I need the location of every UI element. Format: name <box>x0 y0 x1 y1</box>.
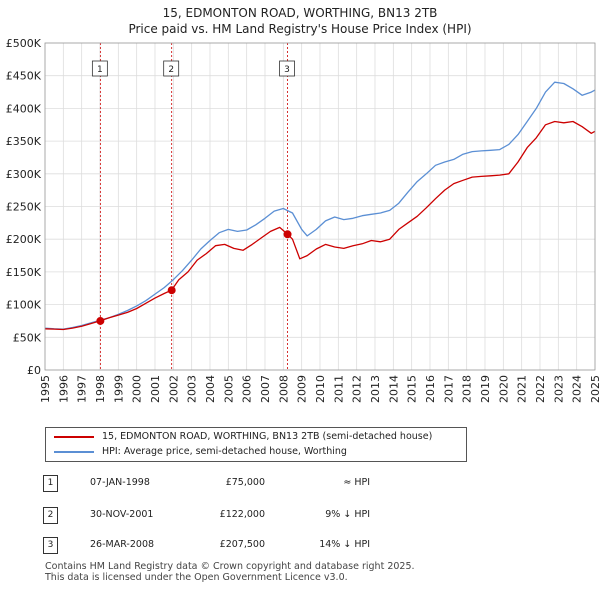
x-tick-label: 2023 <box>552 375 565 403</box>
x-tick-label: 2007 <box>259 375 272 403</box>
sale-price: £75,000 <box>225 477 265 488</box>
x-tick-label: 2013 <box>369 375 382 403</box>
x-tick-label: 1997 <box>76 375 89 403</box>
x-tick-label: 2003 <box>186 375 199 403</box>
x-tick-label: 2004 <box>204 375 217 403</box>
sale-date: 30-NOV-2001 <box>90 509 154 520</box>
legend-swatch-property <box>54 436 94 438</box>
sale-row: 2 30-NOV-2001 £122,000 9% ↓ HPI <box>0 507 600 525</box>
sale-number-box <box>163 60 180 77</box>
sale-number-label: 1 <box>97 65 103 75</box>
x-tick-label: 2024 <box>571 375 584 403</box>
sale-point <box>96 316 105 325</box>
series-lines <box>44 81 596 331</box>
y-tick-label: £100K <box>6 299 42 312</box>
sale-number-box <box>91 60 108 77</box>
x-tick-label: 2022 <box>534 375 547 403</box>
sale-hpi-comparison: 14% ↓ HPI <box>319 539 370 550</box>
sale-date: 07-JAN-1998 <box>90 477 150 488</box>
x-tick-label: 2000 <box>131 375 144 403</box>
x-axis-ticks: 1995 1996 1997 1998 1999 2000 2001 2002 2003 2004… <box>39 375 600 403</box>
y-tick-label: £400K <box>6 102 42 115</box>
x-tick-label: 2015 <box>406 375 419 403</box>
x-tick-label: 2019 <box>479 375 492 403</box>
series-line-property <box>44 120 596 331</box>
y-tick-label: £500K <box>6 37 42 50</box>
y-tick-label: £300K <box>6 168 42 181</box>
x-tick-label: 2005 <box>222 375 235 403</box>
x-tick-label: 2016 <box>424 375 437 403</box>
chart-subtitle: Price paid vs. HM Land Registry's House … <box>128 22 472 36</box>
x-tick-label: 2009 <box>296 375 309 403</box>
sale-number-label: 3 <box>284 65 290 75</box>
sale-price: £122,000 <box>219 509 265 520</box>
footer: Contains HM Land Registry data © Crown c… <box>45 561 415 583</box>
x-tick-label: 2008 <box>277 375 290 403</box>
y-tick-label: £250K <box>6 201 42 214</box>
x-tick-label: 2001 <box>149 375 162 403</box>
chart-title: 15, EDMONTON ROAD, WORTHING, BN13 2TB <box>162 6 438 20</box>
x-tick-label: 1995 <box>39 375 52 403</box>
x-tick-label: 2025 <box>589 375 600 403</box>
y-tick-label: £0 <box>27 364 41 377</box>
x-tick-label: 2010 <box>314 375 327 403</box>
sale-markers <box>96 230 292 325</box>
y-tick-label: £200K <box>6 233 42 246</box>
sale-date: 26-MAR-2008 <box>90 539 155 550</box>
x-tick-label: 1999 <box>112 375 125 403</box>
legend-label-property: 15, EDMONTON ROAD, WORTHING, BN13 2TB (s… <box>102 431 433 442</box>
x-tick-label: 2012 <box>351 375 364 403</box>
y-tick-label: £450K <box>6 70 42 83</box>
y-tick-label: £350K <box>6 135 42 148</box>
sale-number-badge: 3 <box>43 537 58 554</box>
x-tick-label: 2011 <box>332 375 345 403</box>
sale-price: £207,500 <box>219 539 265 550</box>
sale-number-box <box>279 60 295 77</box>
y-tick-label: £150K <box>6 266 42 279</box>
x-tick-label: 2017 <box>442 375 455 403</box>
legend-label-hpi: HPI: Average price, semi-detached house,… <box>102 446 347 457</box>
x-tick-label: 2021 <box>516 375 529 403</box>
sale-number-label: 2 <box>168 65 174 75</box>
price-chart: 1 2 3 £0 £50K £100K £150K £200K £250K £300K £350K… <box>6 37 600 403</box>
sale-row: 3 26-MAR-2008 £207,500 14% ↓ HPI <box>0 537 600 555</box>
y-axis-ticks: £0 £50K £100K £150K £200K £250K £300K £350K £400… <box>6 37 42 377</box>
y-tick-label: £50K <box>13 331 42 344</box>
legend: 15, EDMONTON ROAD, WORTHING, BN13 2TB (s… <box>45 427 467 462</box>
footer-licence: This data is licensed under the Open Gov… <box>45 572 348 583</box>
x-tick-label: 1996 <box>57 375 70 403</box>
x-tick-label: 2002 <box>167 375 180 403</box>
chart-title-block: 15, EDMONTON ROAD, WORTHING, BN13 2TB Pr… <box>0 5 600 37</box>
sale-hpi-comparison: 9% ↓ HPI <box>325 509 370 520</box>
x-tick-label: 1998 <box>94 375 107 403</box>
x-tick-label: 2018 <box>461 375 474 403</box>
grid <box>44 42 596 371</box>
sale-number-badge: 2 <box>43 507 58 524</box>
x-tick-label: 2014 <box>387 375 400 403</box>
sale-point <box>167 286 176 295</box>
x-tick-label: 2020 <box>497 375 510 403</box>
x-tick-label: 2006 <box>241 375 254 403</box>
sale-point <box>283 230 292 239</box>
sale-number-badge: 1 <box>43 475 58 492</box>
legend-swatch-hpi <box>54 451 94 453</box>
footer-copyright: Contains HM Land Registry data © Crown c… <box>45 561 415 572</box>
sale-row: 1 07-JAN-1998 £75,000 ≈ HPI <box>0 475 600 493</box>
sale-hpi-comparison: ≈ HPI <box>343 477 370 488</box>
plot-frame <box>44 42 596 371</box>
sale-bands: 1 2 3 <box>91 43 295 370</box>
series-line-hpi <box>44 81 596 330</box>
